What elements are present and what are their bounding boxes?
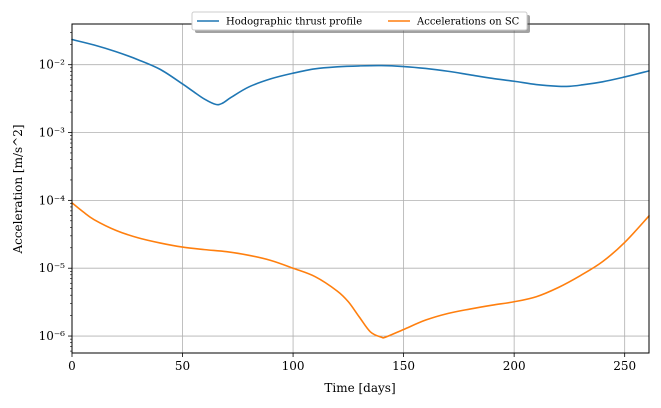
x-axis: 0 50 100 150 200 250 xyxy=(68,353,636,373)
legend-box xyxy=(191,11,528,31)
x-tick-label: 50 xyxy=(175,359,190,373)
y-axis: 10⁻⁶ 10⁻⁵ 10⁻⁴ 10⁻³ 10⁻² xyxy=(39,32,72,352)
x-tick-label: 100 xyxy=(282,359,305,373)
legend-label-accelerations: Accelerations on SC xyxy=(416,17,520,28)
x-tick-label: 250 xyxy=(613,359,636,373)
y-tick-label: 10⁻² xyxy=(39,58,66,72)
y-tick-label: 10⁻⁴ xyxy=(39,193,66,207)
legend: Hodographic thrust profile Accelerations… xyxy=(191,11,530,33)
x-axis-label: Time [days] xyxy=(324,381,395,395)
grid xyxy=(72,24,649,353)
y-tick-label: 10⁻⁵ xyxy=(39,261,66,275)
x-tick-label: 0 xyxy=(68,359,76,373)
y-tick-label: 10⁻⁶ xyxy=(39,329,66,343)
y-axis-label: Acceleration [m/s^2] xyxy=(11,124,25,254)
x-tick-label: 200 xyxy=(503,359,526,373)
series-line-accelerations xyxy=(71,202,650,339)
legend-label-hodographic: Hodographic thrust profile xyxy=(226,17,362,28)
series-layer xyxy=(71,38,650,339)
plot-area xyxy=(72,24,649,353)
x-tick-label: 150 xyxy=(392,359,415,373)
series-line-hodographic xyxy=(71,38,650,106)
y-tick-label: 10⁻³ xyxy=(39,126,66,140)
